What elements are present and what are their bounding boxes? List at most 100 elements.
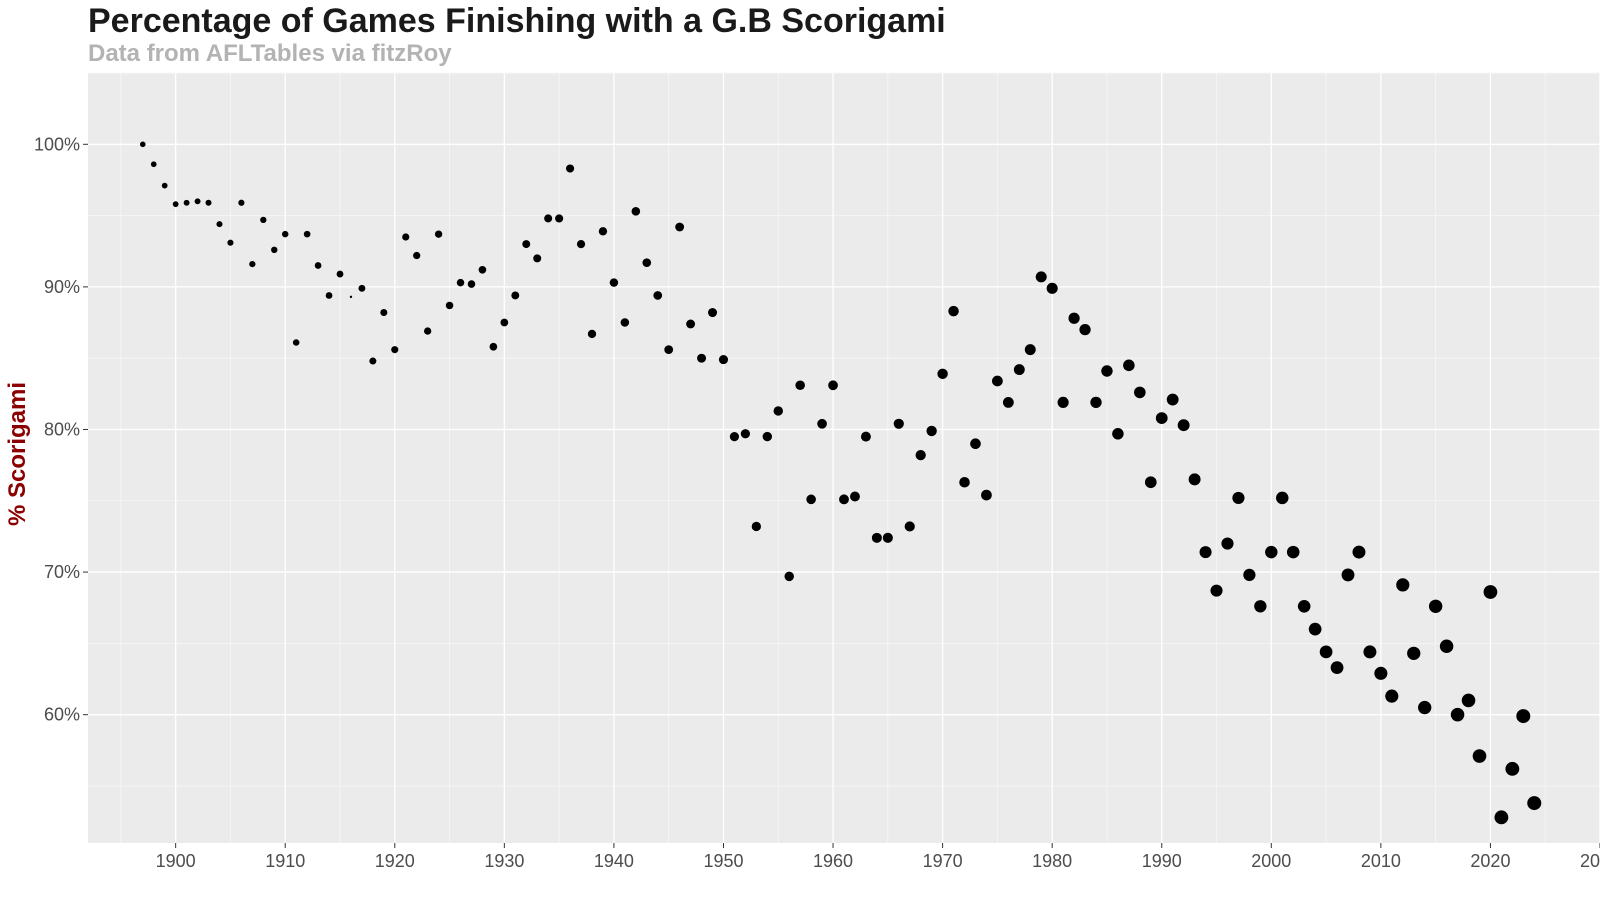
data-point xyxy=(391,346,399,354)
data-point xyxy=(555,214,564,223)
data-point xyxy=(1341,568,1355,582)
data-point xyxy=(489,342,498,351)
data-point xyxy=(828,380,838,391)
data-point xyxy=(915,449,926,461)
data-point xyxy=(336,270,344,278)
data-point xyxy=(871,532,882,543)
data-point xyxy=(1144,476,1157,489)
x-axis-tick-labels: 1900 1910 1920 1930 1940 1950 1960 1970 1980 1990… xyxy=(156,851,1600,871)
data-point xyxy=(697,353,707,363)
data-point xyxy=(1418,700,1432,715)
x-tick-label: 1940 xyxy=(594,851,634,871)
x-tick-label: 2020 xyxy=(1470,851,1510,871)
data-point xyxy=(784,571,794,582)
x-tick-label: 1930 xyxy=(484,851,524,871)
data-point xyxy=(1450,707,1465,722)
data-point xyxy=(609,278,619,287)
data-point xyxy=(893,418,904,429)
data-point xyxy=(860,431,871,442)
x-tick-label: 1900 xyxy=(156,851,196,871)
data-point xyxy=(1134,386,1146,399)
data-point xyxy=(937,368,948,380)
data-point xyxy=(1166,393,1179,406)
data-point xyxy=(183,199,190,206)
data-point xyxy=(718,355,729,365)
data-point xyxy=(664,345,674,355)
data-point xyxy=(1527,796,1542,811)
data-point xyxy=(260,216,267,224)
data-point xyxy=(576,239,586,249)
data-point xyxy=(358,284,366,292)
data-points xyxy=(139,141,1542,825)
data-point xyxy=(467,280,476,288)
data-point xyxy=(249,260,256,268)
data-point xyxy=(303,230,311,238)
data-point xyxy=(1155,412,1168,424)
data-point xyxy=(1232,491,1245,505)
x-tick-label: 1950 xyxy=(703,851,743,871)
y-tick-label: 80% xyxy=(44,419,80,439)
data-point xyxy=(1079,324,1091,336)
data-point xyxy=(1286,545,1300,559)
data-point xyxy=(478,265,487,274)
data-point xyxy=(1101,365,1113,377)
data-point xyxy=(795,380,805,391)
data-point xyxy=(642,258,652,267)
data-point xyxy=(281,230,289,238)
data-point xyxy=(423,327,432,335)
plot-panel xyxy=(88,73,1600,843)
data-point xyxy=(325,292,333,299)
y-tick-label: 60% xyxy=(44,705,80,725)
data-point xyxy=(1013,364,1025,376)
data-point xyxy=(620,318,630,327)
data-point xyxy=(1090,396,1102,409)
data-point xyxy=(216,221,223,228)
data-point xyxy=(533,254,542,263)
data-point xyxy=(970,438,981,450)
data-point xyxy=(380,309,388,317)
data-point xyxy=(1385,689,1399,703)
data-point xyxy=(598,227,608,236)
data-point xyxy=(139,141,146,148)
x-tick-label: 1920 xyxy=(375,851,415,871)
data-point xyxy=(1352,545,1366,559)
data-point xyxy=(445,301,454,310)
data-point xyxy=(1472,749,1487,763)
data-point xyxy=(1035,271,1047,283)
axis-ticks xyxy=(83,143,1600,848)
data-point xyxy=(653,291,663,300)
data-point xyxy=(817,418,827,429)
data-point xyxy=(686,319,696,329)
data-point xyxy=(1002,396,1014,408)
data-point xyxy=(675,222,685,232)
data-point xyxy=(1363,645,1377,659)
data-point xyxy=(1057,396,1069,408)
data-point xyxy=(194,198,201,205)
data-point xyxy=(522,240,531,249)
data-point xyxy=(587,329,597,339)
data-point xyxy=(1221,537,1234,550)
data-point xyxy=(1428,599,1443,613)
data-point xyxy=(413,251,421,260)
data-point xyxy=(369,357,377,365)
data-point xyxy=(882,532,893,543)
data-point xyxy=(1199,546,1212,559)
data-point xyxy=(926,425,937,437)
data-point xyxy=(511,291,520,300)
data-point xyxy=(544,214,553,223)
y-tick-label: 90% xyxy=(44,277,80,297)
data-point xyxy=(981,489,992,501)
data-point xyxy=(1461,693,1476,708)
data-point xyxy=(631,207,641,216)
data-point xyxy=(1319,645,1333,659)
data-point xyxy=(1210,584,1223,597)
x-tick-label: 2030 xyxy=(1580,851,1600,871)
data-point xyxy=(238,199,245,206)
data-point xyxy=(904,521,915,532)
data-point xyxy=(150,161,157,168)
data-point xyxy=(1276,491,1289,505)
x-tick-label: 2000 xyxy=(1251,851,1291,871)
data-point xyxy=(161,182,168,189)
data-point xyxy=(1308,622,1322,636)
